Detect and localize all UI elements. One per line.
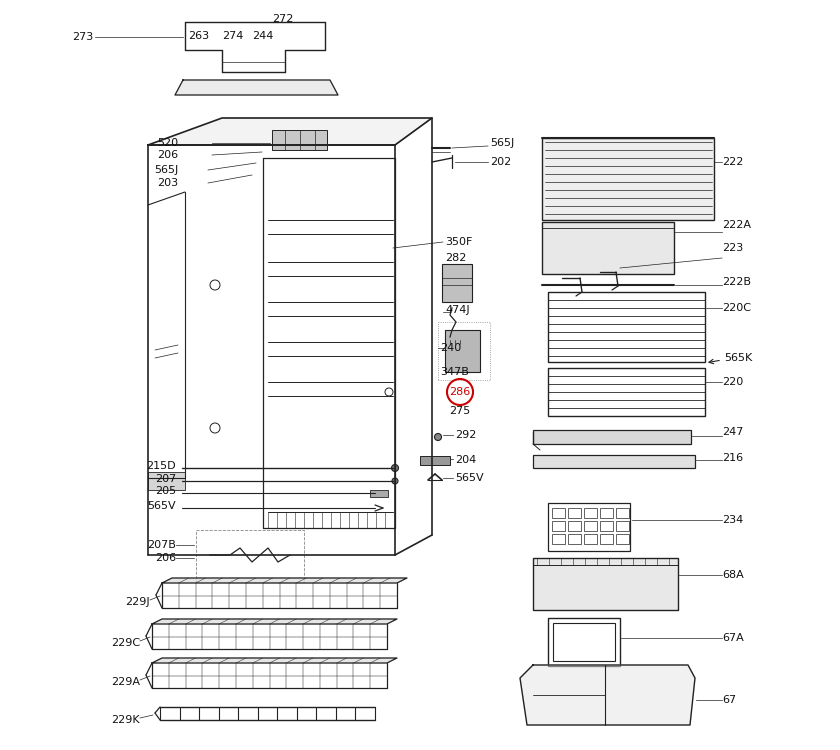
Text: 282: 282 bbox=[445, 253, 466, 263]
Text: 474J: 474J bbox=[445, 305, 470, 315]
Text: 204: 204 bbox=[455, 455, 476, 465]
Text: 263: 263 bbox=[188, 31, 209, 41]
Bar bbox=[272, 130, 327, 150]
Bar bbox=[600, 508, 613, 518]
Text: 272: 272 bbox=[272, 14, 293, 24]
Text: 244: 244 bbox=[252, 31, 273, 41]
Bar bbox=[148, 472, 185, 490]
Text: 205: 205 bbox=[155, 486, 176, 496]
Bar bbox=[548, 618, 620, 666]
Bar bbox=[552, 521, 565, 531]
Polygon shape bbox=[152, 619, 397, 624]
Bar bbox=[600, 534, 613, 544]
Bar bbox=[442, 264, 472, 302]
Text: 275: 275 bbox=[449, 406, 470, 416]
Circle shape bbox=[392, 478, 398, 484]
Text: 220C: 220C bbox=[722, 303, 751, 313]
Text: 202: 202 bbox=[490, 157, 512, 167]
Bar bbox=[533, 455, 695, 468]
Circle shape bbox=[434, 433, 442, 440]
Bar bbox=[533, 430, 691, 444]
Bar bbox=[370, 490, 388, 497]
Polygon shape bbox=[520, 665, 695, 725]
Bar bbox=[542, 138, 714, 220]
Text: 292: 292 bbox=[455, 430, 476, 440]
Text: 203: 203 bbox=[157, 178, 178, 188]
Text: 206: 206 bbox=[155, 553, 176, 563]
Bar bbox=[584, 521, 597, 531]
Bar bbox=[542, 222, 674, 274]
Text: 222B: 222B bbox=[722, 277, 751, 287]
Bar bbox=[445, 330, 480, 372]
Bar bbox=[616, 534, 629, 544]
Text: 67: 67 bbox=[722, 695, 736, 705]
Text: 216: 216 bbox=[722, 453, 743, 463]
Polygon shape bbox=[148, 118, 432, 145]
Text: 222: 222 bbox=[722, 157, 743, 167]
Polygon shape bbox=[162, 578, 407, 583]
Text: 520: 520 bbox=[157, 138, 178, 148]
Text: 207B: 207B bbox=[147, 540, 176, 550]
Bar bbox=[584, 534, 597, 544]
Bar bbox=[616, 508, 629, 518]
Text: 247: 247 bbox=[722, 427, 743, 437]
Text: 565K: 565K bbox=[724, 353, 753, 363]
Text: 273: 273 bbox=[71, 32, 93, 42]
Bar bbox=[548, 368, 705, 416]
Text: 565V: 565V bbox=[147, 501, 176, 511]
Text: 347B: 347B bbox=[440, 367, 469, 377]
Bar bbox=[568, 508, 581, 518]
Bar bbox=[600, 521, 613, 531]
Text: 229A: 229A bbox=[111, 677, 140, 687]
Text: 68A: 68A bbox=[722, 570, 743, 580]
Text: 206: 206 bbox=[157, 150, 178, 160]
Text: 229C: 229C bbox=[111, 638, 140, 648]
Bar bbox=[438, 322, 490, 380]
Polygon shape bbox=[152, 658, 397, 663]
Text: 565J: 565J bbox=[154, 165, 178, 175]
Text: 222A: 222A bbox=[722, 220, 751, 230]
Bar bbox=[553, 623, 615, 661]
Bar bbox=[568, 534, 581, 544]
Text: 350F: 350F bbox=[445, 237, 472, 247]
Bar bbox=[196, 530, 304, 582]
Text: 274: 274 bbox=[222, 31, 244, 41]
Bar bbox=[552, 534, 565, 544]
Text: 565V: 565V bbox=[455, 473, 484, 483]
Circle shape bbox=[391, 464, 398, 472]
Text: 223: 223 bbox=[722, 243, 743, 253]
Text: 234: 234 bbox=[722, 515, 743, 525]
Text: 240: 240 bbox=[440, 343, 461, 353]
Text: 286: 286 bbox=[449, 387, 470, 397]
Text: 565J: 565J bbox=[490, 138, 514, 148]
Text: 207: 207 bbox=[155, 474, 176, 484]
Bar bbox=[533, 558, 678, 610]
Bar bbox=[420, 456, 450, 465]
Text: 67A: 67A bbox=[722, 633, 743, 643]
Bar bbox=[584, 508, 597, 518]
Text: 229K: 229K bbox=[112, 715, 140, 725]
Polygon shape bbox=[175, 80, 338, 95]
Bar bbox=[552, 508, 565, 518]
Text: 215D: 215D bbox=[146, 461, 176, 471]
Bar bbox=[548, 292, 705, 362]
Bar bbox=[568, 521, 581, 531]
Bar bbox=[616, 521, 629, 531]
Text: 220: 220 bbox=[722, 377, 743, 387]
Text: 229J: 229J bbox=[125, 597, 150, 607]
Bar bbox=[548, 503, 630, 551]
